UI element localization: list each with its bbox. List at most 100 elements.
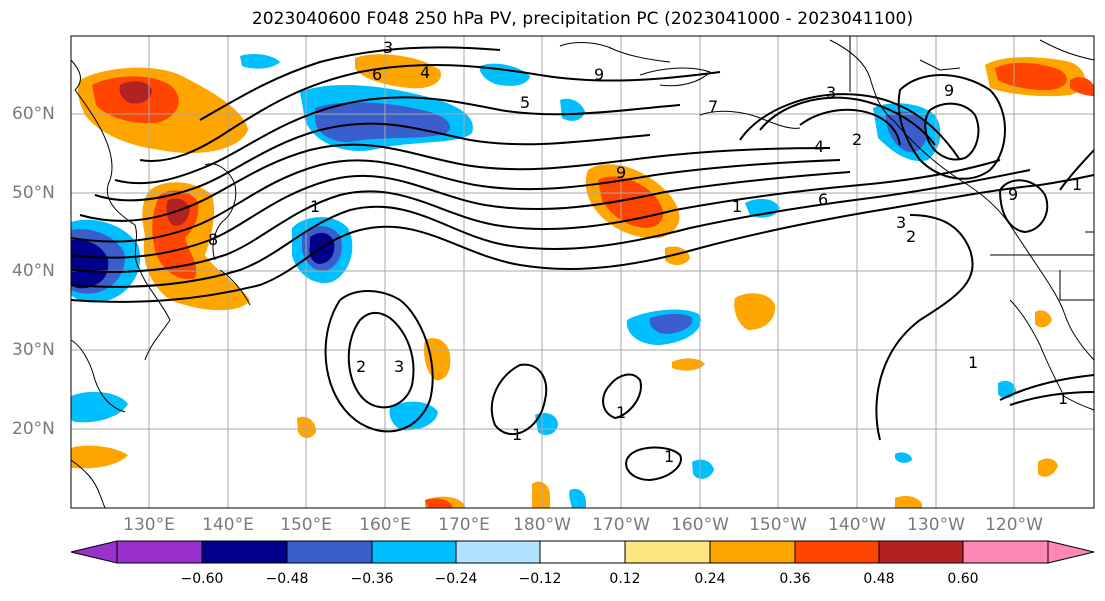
- precip-positive-blob: [532, 481, 550, 508]
- lon-label: 120°W: [985, 515, 1043, 535]
- pv-contour-labels: 1 1 1 1 1 1 1 1 2 2 2 3 3 3 3 4 4 5 6 6 …: [208, 38, 1082, 466]
- lat-label: 40°N: [12, 261, 55, 281]
- lon-label: 150°E: [280, 515, 332, 535]
- colorbar-tick-label: 0.12: [609, 571, 641, 587]
- lon-label: 130°W: [907, 515, 965, 535]
- map-panel: 1 1 1 1 1 1 1 1 2 2 2 3 3 3 3 4 4 5 6 6 …: [70, 35, 1095, 509]
- colorbar-extend-high: [1047, 540, 1095, 564]
- colorbar-segment: [539, 540, 626, 564]
- contour-label: 9: [594, 65, 604, 84]
- contour-label: 3: [383, 38, 393, 57]
- lon-label: 170°E: [438, 515, 490, 535]
- precip-positive-blob: [1035, 310, 1052, 328]
- contour-label: 1: [1072, 175, 1082, 194]
- contour-label: 3: [394, 357, 404, 376]
- colorbar-segment: [624, 540, 711, 564]
- precip-positive-blob: [672, 358, 705, 371]
- precip-positive-blob: [119, 81, 152, 104]
- lon-label: 160°W: [671, 515, 729, 535]
- lon-label: 180°W: [513, 515, 571, 535]
- lat-label: 30°N: [12, 340, 55, 360]
- contour-label: 6: [372, 65, 382, 84]
- lon-label: 150°W: [749, 515, 807, 535]
- coastlines: [70, 39, 1095, 509]
- colorbar-tick-label: −0.36: [350, 571, 394, 587]
- pv-contours: [70, 46, 1095, 482]
- colorbar-tick-label: 0.36: [779, 571, 811, 587]
- contour-label: 1: [512, 425, 522, 444]
- lon-label: 140°E: [202, 515, 254, 535]
- precip-negative-blob: [560, 98, 585, 121]
- colorbar-segment: [371, 540, 457, 564]
- precip-positive-blob: [1038, 458, 1058, 477]
- precip-negative-blob: [895, 452, 912, 463]
- lon-label: 140°W: [828, 515, 886, 535]
- precip-negative-blob: [315, 102, 450, 143]
- contour-label: 9: [616, 163, 626, 182]
- colorbar-tick-label: −0.24: [434, 571, 478, 587]
- precip-negative-blob: [649, 313, 693, 334]
- contour-label: 4: [814, 137, 824, 156]
- contour-label: 3: [826, 83, 836, 102]
- precip-negative-blob: [569, 488, 586, 508]
- precip-positive-blob: [665, 246, 690, 266]
- lat-label: 60°N: [12, 104, 55, 124]
- map-title: 2023040600 F048 250 hPa PV, precipitatio…: [251, 9, 914, 29]
- precip-negative-blob: [535, 412, 558, 436]
- contour-label: 2: [906, 227, 916, 246]
- precip-positive-blob: [598, 176, 664, 228]
- precip-negative-blob: [240, 54, 280, 69]
- precip-positive-blob: [425, 498, 452, 508]
- precip-negative-blob: [71, 239, 109, 289]
- colorbar-segment: [794, 540, 880, 564]
- lat-label: 20°N: [12, 419, 55, 439]
- colorbar-segment: [455, 540, 541, 564]
- contour-label: 1: [616, 403, 626, 422]
- precip-positive-blob: [424, 338, 451, 381]
- colorbar-tick-label: −0.60: [180, 571, 224, 587]
- colorbar-segment: [286, 540, 373, 564]
- precip-positive-blob: [895, 496, 922, 508]
- colorbar-segment: [962, 540, 1049, 564]
- contour-label: 9: [1008, 185, 1018, 204]
- contour-label: 8: [208, 230, 218, 249]
- colorbar-tick-label: −0.12: [518, 571, 562, 587]
- contour-label: 5: [520, 93, 530, 112]
- colorbar: [70, 540, 1095, 564]
- precip-positive-blob: [71, 445, 128, 469]
- precip-positive-blob: [734, 293, 776, 330]
- colorbar-segment: [116, 540, 203, 564]
- precip-negative-blob: [71, 391, 128, 423]
- contour-label: 1: [968, 353, 978, 372]
- contour-label: 4: [420, 63, 430, 82]
- colorbar-tick-label: 0.24: [694, 571, 726, 587]
- contour-label: 1: [664, 447, 674, 466]
- contour-label: 7: [708, 97, 718, 116]
- contour-label: 1: [310, 197, 320, 216]
- contour-label: 2: [356, 357, 366, 376]
- contour-label: 9: [944, 81, 954, 100]
- colorbar-segment: [878, 540, 964, 564]
- contour-label: 6: [818, 190, 828, 209]
- precip-positive-blob: [1070, 77, 1094, 96]
- colorbar-tick-label: 0.48: [863, 571, 895, 587]
- contour-label: 3: [896, 213, 906, 232]
- precip-negative-blob: [692, 459, 714, 479]
- colorbar-segment: [709, 540, 796, 564]
- colorbar-tick-label: 0.60: [947, 571, 979, 587]
- lon-label: 170°W: [592, 515, 650, 535]
- colorbar-segment: [201, 540, 288, 564]
- lon-label: 130°E: [123, 515, 175, 535]
- precip-positive-blob: [355, 54, 441, 89]
- contour-label: 2: [852, 130, 862, 149]
- precip-positive-blob: [166, 198, 190, 226]
- contour-label: 1: [732, 197, 742, 216]
- precip-negative-blob: [885, 111, 927, 153]
- contour-label: 1: [1058, 389, 1068, 408]
- colorbar-extend-low: [70, 540, 118, 564]
- colorbar-tick-label: −0.48: [265, 571, 309, 587]
- lon-label: 160°E: [359, 515, 411, 535]
- lat-label: 50°N: [12, 183, 55, 203]
- precip-positive-blob: [995, 62, 1067, 91]
